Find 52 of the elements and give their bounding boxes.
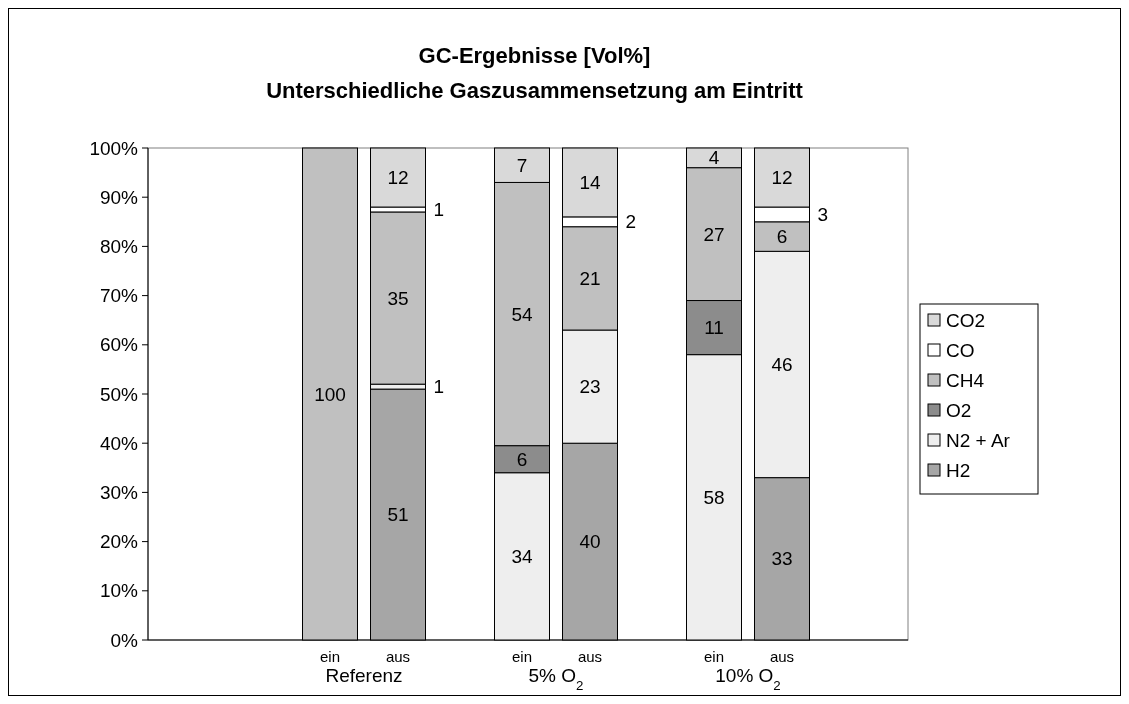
data-label: 33 xyxy=(771,548,793,570)
data-label: 6 xyxy=(776,226,788,248)
x-tick-label: aus xyxy=(577,648,603,665)
x-tick-label: ein xyxy=(511,648,533,665)
data-label: 3 xyxy=(817,204,829,226)
data-label: 12 xyxy=(387,167,409,189)
text: 10% O$_{2}$ xyxy=(715,665,781,693)
legend-label: N2 + Ar xyxy=(946,429,1011,451)
data-label: 6 xyxy=(516,448,528,470)
data-label: 2 xyxy=(625,211,637,233)
y-tick-label: 50% xyxy=(99,383,139,405)
x-tick-label: ein xyxy=(703,648,725,665)
data-label: 35 xyxy=(387,287,409,309)
chart-subtitle: Unterschiedliche Gaszusammensetzung am Eintritt xyxy=(266,78,804,103)
data-label: 7 xyxy=(516,154,528,176)
legend-label: H2 xyxy=(946,459,971,481)
y-tick-label: 60% xyxy=(99,334,139,356)
x-tick-label: aus xyxy=(769,648,795,665)
data-label: 14 xyxy=(579,172,601,194)
y-tick-label: 100% xyxy=(89,137,139,159)
data-label: 40 xyxy=(579,531,601,553)
data-label: 34 xyxy=(511,546,533,568)
legend-label: O2 xyxy=(946,399,972,421)
legend-label: CO2 xyxy=(946,309,986,331)
data-label: 12 xyxy=(771,167,793,189)
data-label: 51 xyxy=(387,504,409,526)
y-tick-label: 20% xyxy=(99,531,139,553)
y-tick-label: 30% xyxy=(99,482,139,504)
legend-label: CH4 xyxy=(946,369,985,391)
x-tick-label: aus xyxy=(385,648,411,665)
text: 5% O$_{2}$ xyxy=(528,665,584,693)
y-tick-label: 80% xyxy=(99,236,139,258)
y-tick-label: 0% xyxy=(110,629,139,651)
data-label: 46 xyxy=(771,354,793,376)
y-tick-label: 10% xyxy=(99,580,139,602)
data-label: 21 xyxy=(579,268,601,290)
data-label: 27 xyxy=(703,223,725,245)
y-tick-label: 70% xyxy=(99,285,139,307)
data-label: 1 xyxy=(433,376,445,398)
data-label: 11 xyxy=(704,317,724,339)
data-label: 23 xyxy=(579,376,601,398)
data-label: 54 xyxy=(511,303,533,325)
data-label: 1 xyxy=(433,199,445,221)
chart-title: GC-Ergebnisse [Vol%] xyxy=(418,43,651,68)
legend-label: CO xyxy=(946,339,975,361)
text: Referenz xyxy=(325,665,403,686)
data-label: 58 xyxy=(703,486,725,508)
data-label: 4 xyxy=(708,147,720,169)
x-tick-label: ein xyxy=(319,648,341,665)
data-label: 100 xyxy=(314,383,346,405)
y-tick-label: 90% xyxy=(99,186,139,208)
y-tick-label: 40% xyxy=(99,432,139,454)
